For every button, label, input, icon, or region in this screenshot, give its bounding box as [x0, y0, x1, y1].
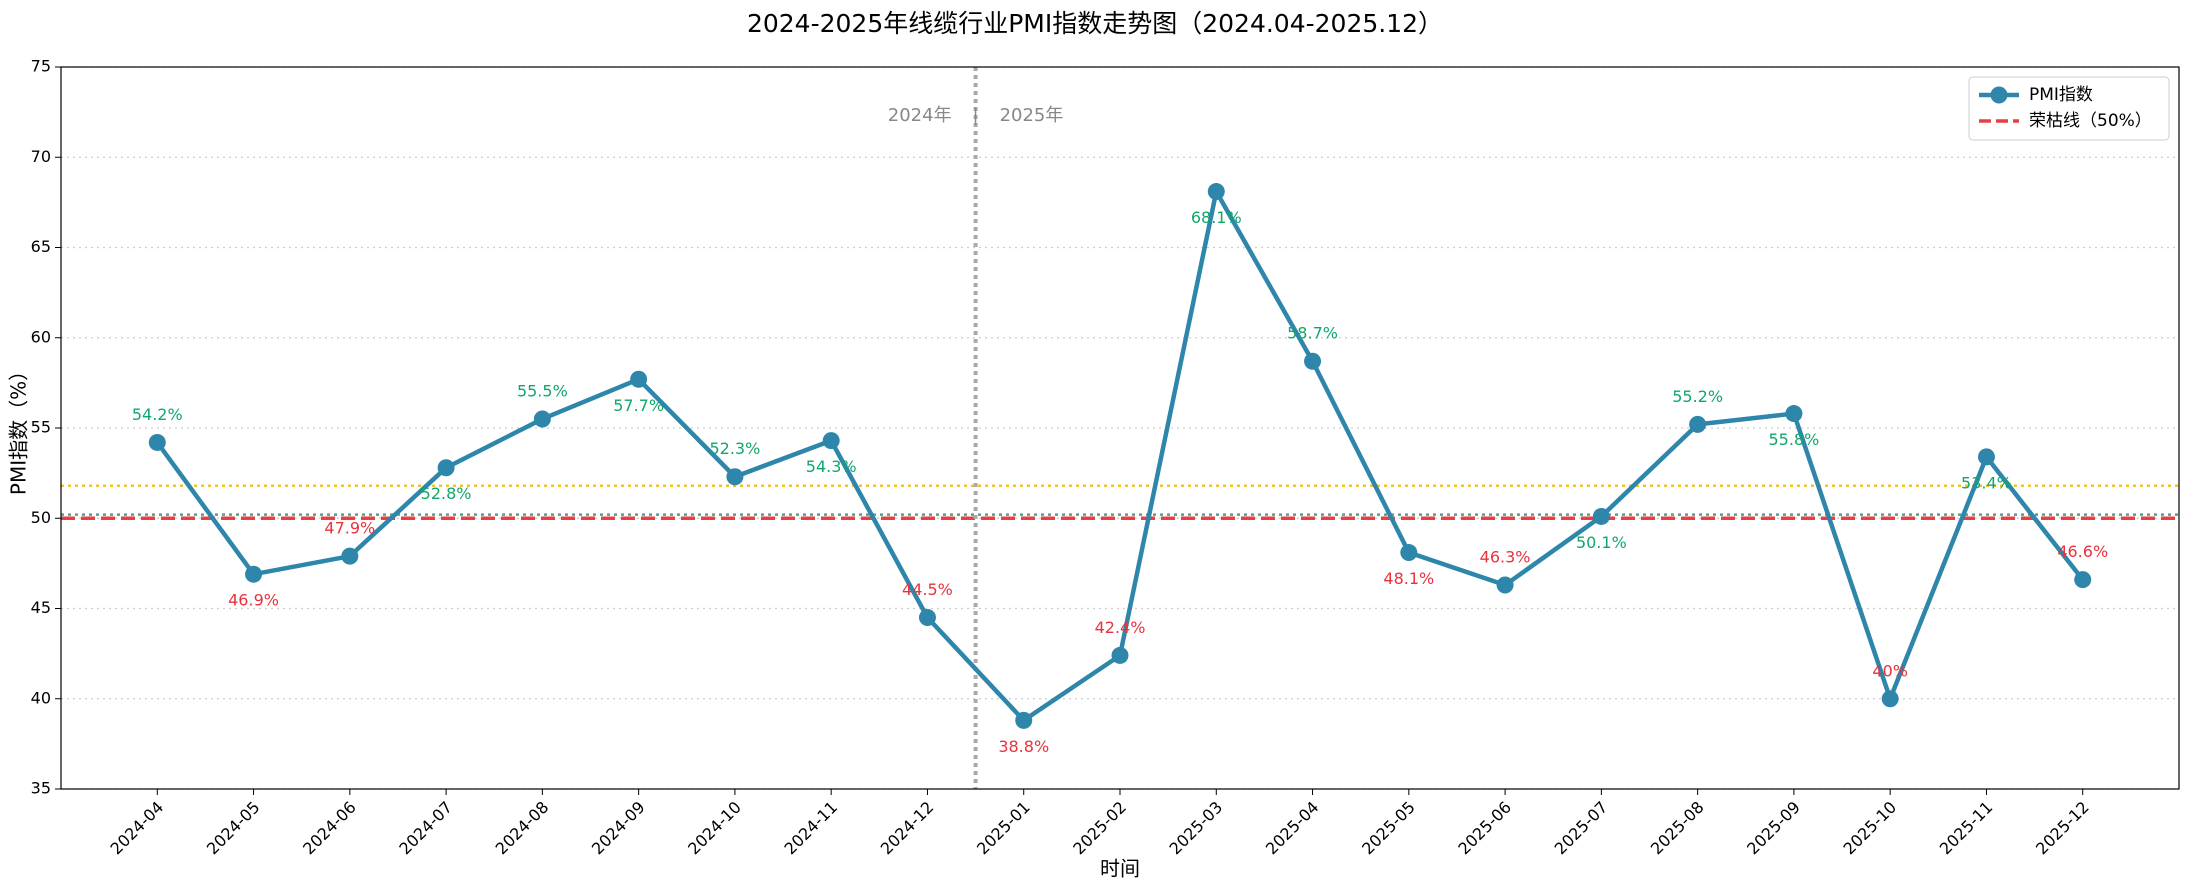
y-tick-label: 60	[31, 327, 51, 346]
x-tick-label: 2024-08	[492, 798, 553, 859]
legend-label: 荣枯线（50%）	[2029, 111, 2152, 131]
data-label: 55.2%	[1672, 387, 1723, 406]
x-tick-label: 2024-06	[299, 798, 360, 859]
chart-title: 2024-2025年线缆行业PMI指数走势图（2024.04-2025.12）	[747, 9, 1443, 38]
data-label: 47.9%	[324, 519, 375, 538]
point	[1689, 415, 1707, 433]
y-tick-label: 65	[31, 237, 51, 256]
legend-swatch	[1990, 86, 2008, 104]
point	[437, 459, 455, 477]
x-tick-label: 2025-04	[1262, 798, 1323, 859]
data-label: 46.9%	[228, 591, 279, 610]
x-tick-label: 2024-07	[395, 798, 456, 859]
y-tick-label: 50	[31, 508, 51, 527]
data-label: 55.8%	[1768, 430, 1819, 449]
y-tick-label: 55	[31, 418, 51, 437]
x-tick-label: 2024-11	[780, 798, 841, 859]
x-tick-label: 2025-11	[1936, 798, 1997, 859]
data-label: 50.1%	[1576, 533, 1627, 552]
point	[1111, 646, 1129, 664]
data-label: 46.3%	[1480, 548, 1531, 567]
point	[1207, 183, 1225, 201]
point	[1592, 507, 1610, 525]
data-label: 48.1%	[1383, 569, 1434, 588]
x-tick-label: 2025-05	[1358, 798, 1419, 859]
x-tick-label: 2024-09	[588, 798, 649, 859]
x-tick-label: 2024-12	[877, 798, 938, 859]
point	[918, 609, 936, 627]
data-label: 44.5%	[902, 580, 953, 599]
data-label: 68.1%	[1191, 208, 1242, 227]
data-label: 54.3%	[806, 457, 857, 476]
point	[1400, 544, 1418, 562]
x-tick-label: 2025-09	[1743, 798, 1804, 859]
data-label: 58.7%	[1287, 324, 1338, 343]
y-tick-label: 75	[31, 57, 51, 76]
y-tick-label: 70	[31, 147, 51, 166]
point	[630, 370, 648, 388]
x-tick-label: 2024-04	[107, 798, 168, 859]
y-tick-label: 45	[31, 598, 51, 617]
x-tick-label: 2025-10	[1839, 798, 1900, 859]
x-tick-label: 2025-02	[1069, 798, 1130, 859]
x-tick-label: 2025-03	[1166, 798, 1227, 859]
data-label: 52.8%	[421, 484, 472, 503]
divider-label: 2024年	[888, 105, 952, 126]
x-tick-label: 2025-12	[2032, 798, 2093, 859]
x-axis-label: 时间	[1100, 857, 1140, 881]
data-label: 54.2%	[132, 405, 183, 424]
data-label: 42.4%	[1095, 618, 1146, 637]
data-label: 38.8%	[998, 737, 1049, 756]
y-tick-label: 35	[31, 779, 51, 798]
point	[245, 565, 263, 583]
x-tick-label: 2025-01	[973, 798, 1034, 859]
y-axis-label: PMI指数（%）	[7, 361, 31, 495]
divider-label: |	[973, 105, 979, 126]
x-tick-label: 2025-08	[1647, 798, 1708, 859]
point	[341, 547, 359, 565]
point	[1881, 690, 1899, 708]
x-tick-label: 2025-07	[1551, 798, 1612, 859]
x-tick-label: 2024-10	[684, 798, 745, 859]
point	[1015, 711, 1033, 729]
point	[822, 432, 840, 450]
point	[148, 433, 166, 451]
data-label: 55.5%	[517, 381, 568, 400]
data-label: 46.6%	[2057, 542, 2108, 561]
y-tick-label: 40	[31, 688, 51, 707]
point	[533, 410, 551, 428]
x-tick-label: 2025-06	[1454, 798, 1515, 859]
point	[1496, 576, 1514, 594]
point	[1977, 448, 1995, 466]
legend-label: PMI指数	[2029, 85, 2093, 105]
point	[1304, 352, 1322, 370]
data-label: 52.3%	[709, 439, 760, 458]
data-label: 53.4%	[1961, 473, 2012, 492]
divider-label: 2025年	[1000, 105, 1064, 126]
series-line	[155, 189, 2085, 723]
point	[1785, 405, 1803, 423]
point	[2074, 571, 2092, 589]
data-label: 40%	[1872, 661, 1908, 680]
x-tick-label: 2024-05	[203, 798, 264, 859]
point	[726, 468, 744, 486]
data-label: 57.7%	[613, 396, 664, 415]
